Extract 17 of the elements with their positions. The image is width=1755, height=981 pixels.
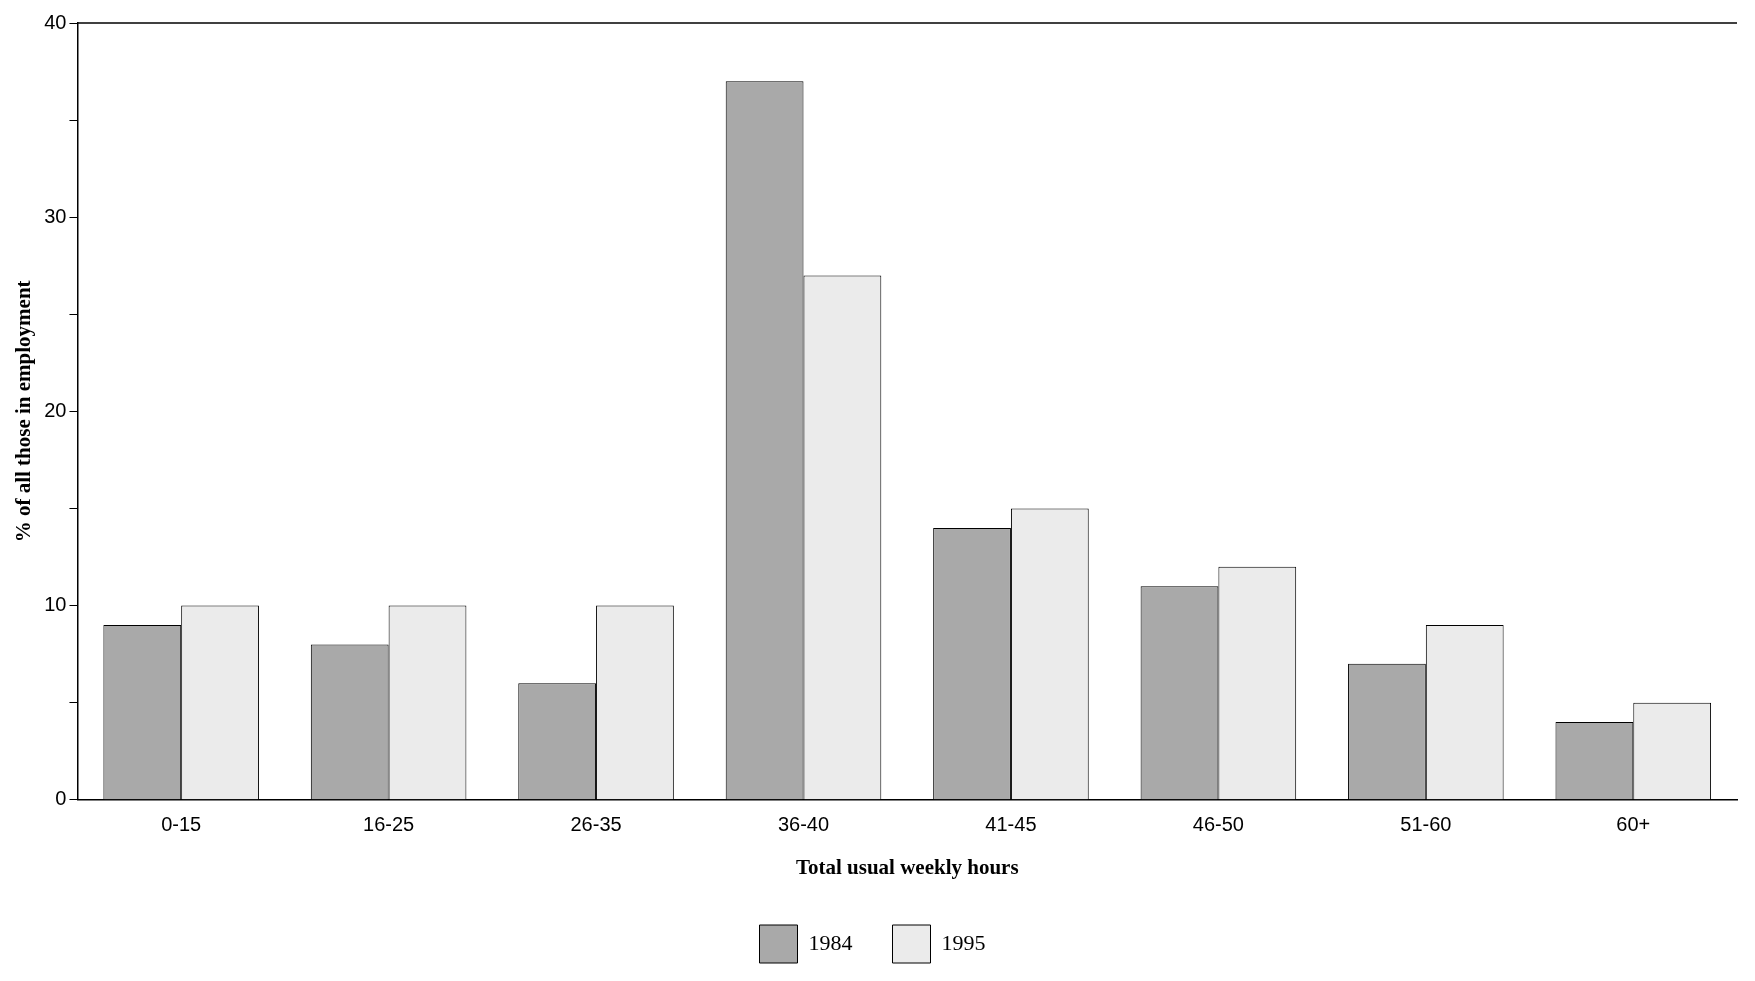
- x-tick-label: 16-25: [363, 813, 415, 836]
- x-tick-label: 51-60: [1400, 813, 1452, 836]
- x-tick-label: 46-50: [1192, 813, 1244, 836]
- y-tick-label: 10: [44, 593, 67, 616]
- legend-label: 1984: [808, 929, 853, 955]
- x-tick-label: 0-15: [161, 813, 202, 836]
- y-axis-title: % of all those in employment: [11, 280, 36, 543]
- y-tick-label: 30: [44, 204, 67, 227]
- x-tick-label: 41-45: [985, 813, 1037, 836]
- y-tick-label: 0: [55, 787, 67, 810]
- x-tick-label: 60+: [1616, 813, 1651, 836]
- y-tick-label: 40: [44, 10, 67, 33]
- legend-label: 1995: [941, 929, 986, 955]
- x-tick-label: 26-35: [570, 813, 622, 836]
- x-axis-title: Total usual weekly hours: [795, 854, 1019, 879]
- y-tick-label: 20: [44, 398, 67, 421]
- x-tick-label: 36-40: [777, 813, 830, 836]
